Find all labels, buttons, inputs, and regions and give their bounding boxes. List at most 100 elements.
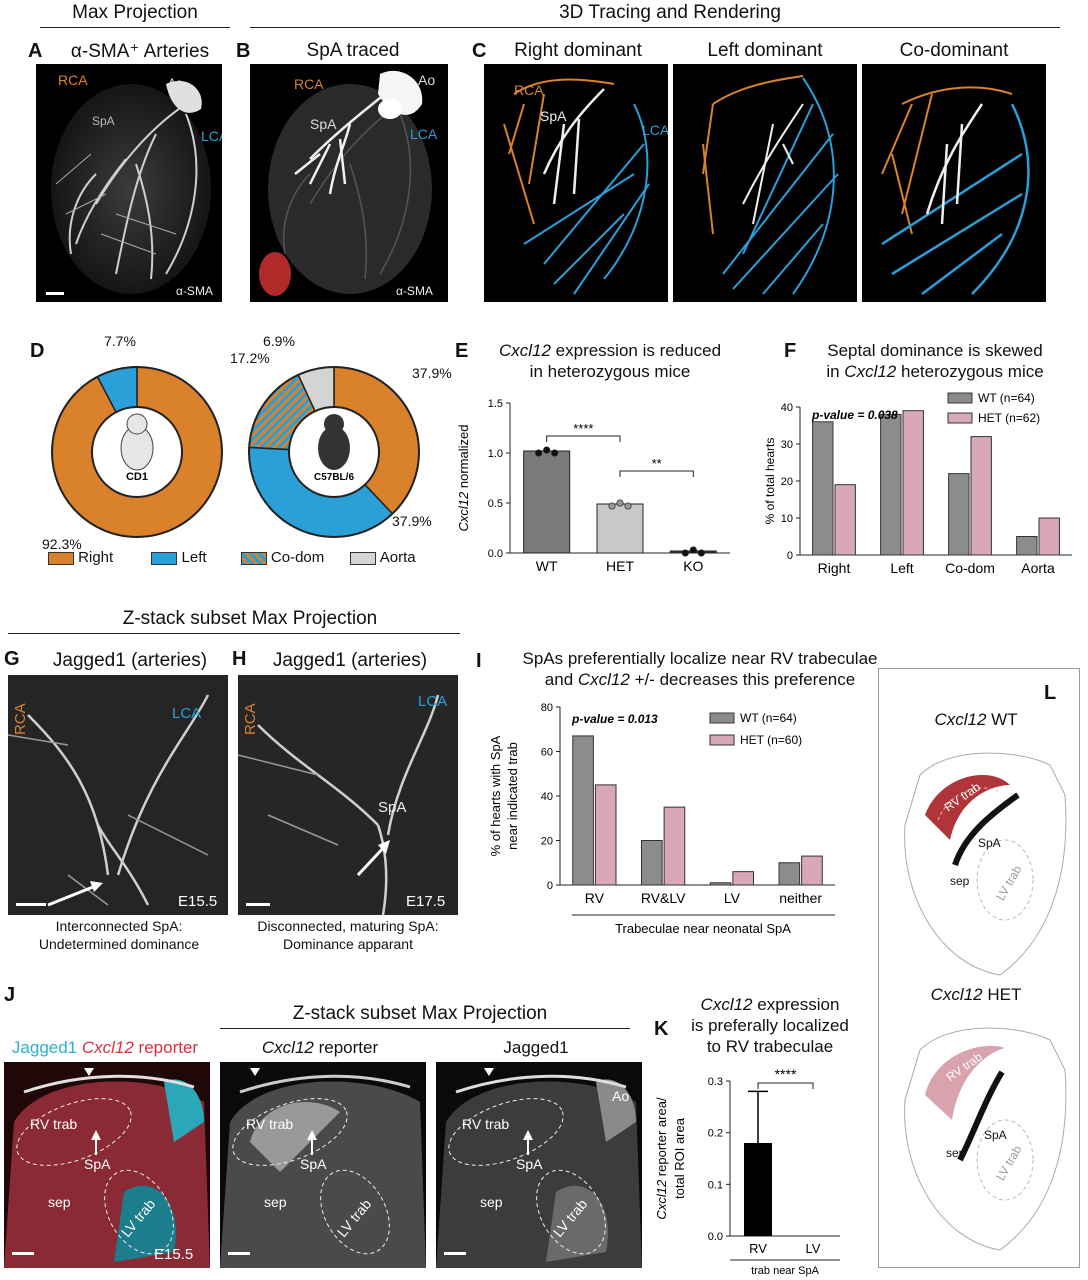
rv-trab-label: RV trab: [462, 1116, 510, 1132]
i-y-tick-label: 80: [541, 702, 553, 714]
spa-label: SpA: [540, 108, 567, 124]
panel-b-image: RCA LCA SpA Ao α-SMA: [250, 64, 448, 302]
k-y-tick-label: 0.1: [708, 1179, 723, 1191]
stage-label: E17.5: [406, 893, 446, 910]
scale-bar: [46, 292, 64, 295]
panel-label-d: D: [30, 340, 45, 362]
cd1-left-pct: 7.7%: [104, 333, 136, 349]
panel-label-c: C: [472, 40, 487, 62]
panel-j-reporter-image: RV trab SpA sep LV trab: [220, 1062, 426, 1268]
sep-label: sep: [950, 874, 970, 888]
i-bar-neither-s0: [778, 862, 801, 886]
c57-aorta-pct: 6.9%: [263, 333, 295, 349]
stage-label: E15.5: [178, 893, 218, 910]
legend-aorta: Aorta: [350, 549, 416, 566]
spa-label: SpA: [984, 1128, 1007, 1142]
f-legend-swatch: [947, 412, 973, 424]
panel-e-title: Cxcl12 expression is reduced in heterozyg…: [498, 341, 722, 381]
panel-l-wt-diagram: [904, 752, 1067, 976]
e-data-point: [543, 446, 551, 454]
panel-j-title-merge: Jagged1 Cxcl12 reporter: [11, 1038, 199, 1057]
panel-label-f: F: [784, 340, 797, 362]
panel-k-title: Cxcl12 expression is preferally localized…: [691, 995, 849, 1056]
f-y-tick-label: 0: [787, 550, 793, 562]
panel-label-j: J: [4, 984, 16, 1006]
k-x-axis-title: trab near SpA: [751, 1265, 820, 1277]
header-rule: [8, 633, 460, 634]
i-y-axis-label-2: near indicated trab: [505, 742, 520, 850]
header-zstack-gh: Z-stack subset Max Projection: [122, 608, 378, 629]
mouse-head-icon: [126, 413, 148, 435]
mouse-head-icon: [324, 414, 344, 434]
panel-j-title-reporter: Cxcl12 reporter: [261, 1038, 379, 1057]
f-pvalue: p-value = 0.038: [811, 408, 898, 422]
e-data-point: [689, 546, 697, 554]
lca-label: LCA: [410, 126, 438, 142]
e-y-tick-label: 0.0: [488, 548, 503, 560]
f-x-tick-label: Aorta: [1021, 560, 1055, 576]
e-data-point: [551, 449, 559, 457]
f-legend-swatch: [947, 392, 973, 404]
i-bar-neither-s1: [801, 855, 823, 886]
stage-label: E15.5: [154, 1246, 194, 1263]
lca-label: LCA: [172, 705, 202, 722]
header-max-projection: Max Projection: [72, 2, 198, 23]
header-zstack-j: Z-stack subset Max Projection: [292, 1003, 548, 1024]
i-y-tick-label: 60: [541, 747, 553, 759]
mouse-icon: [318, 426, 350, 470]
panel-f-chart: 0 10 20 30 40 Right Left Co-dom Aorta % of total …: [763, 391, 1072, 576]
i-bar-rvlv-s0: [641, 840, 663, 886]
f-y-axis-label: % of total hearts: [763, 438, 777, 525]
panel-c-left-image: [673, 64, 857, 302]
stain-label: α-SMA: [176, 284, 213, 298]
i-bar-rv-s1: [594, 784, 617, 886]
f-y-tick-label: 40: [781, 402, 793, 414]
e-sig-label-1: ****: [573, 421, 593, 436]
i-bar-rv-s0: [572, 735, 594, 886]
sep-label: sep: [264, 1194, 287, 1210]
sep-label: sep: [48, 1194, 71, 1210]
panel-g-image: RCA LCA E15.5: [8, 675, 228, 915]
panel-label-h: H: [232, 648, 247, 670]
i-y-tick-label: 40: [541, 791, 553, 803]
legend-left: Left: [151, 549, 207, 566]
cd1-label: CD1: [126, 471, 148, 483]
panel-label-i: I: [476, 650, 482, 672]
header-rule: [40, 27, 230, 28]
lca-label: LCA: [201, 128, 222, 144]
f-legend-label: WT (n=64): [978, 391, 1035, 405]
legend-right: Right: [48, 549, 113, 566]
f-bar-codom-s0: [948, 473, 970, 556]
panel-j-merge-image: RV trab SpA sep LV trab E15.5: [4, 1062, 210, 1268]
spa-label: SpA: [84, 1156, 111, 1172]
panel-a-image: RCA LCA SpA Ao α-SMA: [36, 64, 222, 302]
f-x-tick-label: Co-dom: [945, 560, 995, 576]
header-rule: [220, 1028, 630, 1029]
f-bar-aorta-s1: [1038, 517, 1060, 556]
c57-codom-pct: 17.2%: [230, 350, 270, 366]
e-data-point: [681, 549, 689, 557]
panel-label-g: G: [4, 648, 20, 670]
i-y-axis-label: % of hearts with SpA: [488, 735, 503, 856]
panel-b-title: SpA traced: [306, 40, 400, 61]
i-legend-label: HET (n=60): [740, 733, 802, 747]
header-rule: [250, 27, 1060, 28]
i-bar-lv-s0: [709, 882, 732, 886]
i-pvalue: p-value = 0.013: [571, 712, 658, 726]
ao-label: Ao: [418, 72, 436, 88]
rv-trab-label: RV trab: [246, 1116, 294, 1132]
f-y-tick-label: 30: [781, 439, 793, 451]
rca-label: RCA: [58, 72, 88, 88]
rca-label: RCA: [12, 703, 29, 735]
k-y-tick-label: 0.0: [708, 1231, 723, 1243]
panel-h-title: Jagged1 (arteries): [272, 650, 428, 671]
e-bar-het: [596, 503, 644, 554]
panel-l-het-diagram: [904, 1027, 1067, 1251]
panel-c-title-right: Right dominant: [514, 40, 642, 61]
panel-f-title: Septal dominance is skewed in Cxcl12 hete…: [826, 341, 1044, 381]
i-x-axis-title: Trabeculae near neonatal SpA: [615, 921, 791, 936]
i-bar-lv-s1: [732, 871, 754, 886]
e-y-tick-label: 1.5: [488, 398, 503, 410]
i-legend-label: WT (n=64): [740, 711, 797, 725]
